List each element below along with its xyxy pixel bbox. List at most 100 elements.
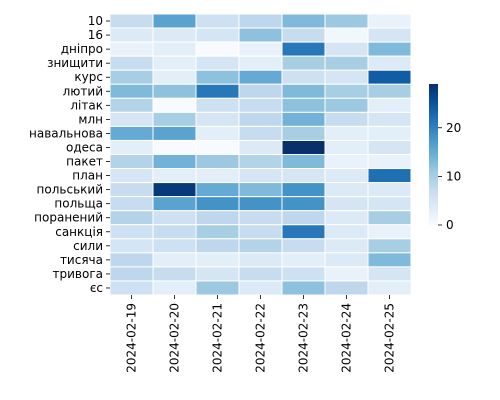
heatmap-cell: [367, 210, 412, 226]
heatmap-cell: [152, 125, 197, 141]
heatmap-cell: [195, 182, 240, 198]
heatmap-cell: [109, 13, 154, 29]
heatmap-cell: [238, 210, 283, 226]
y-tick-label: одеса: [66, 140, 103, 154]
x-tick-label: 2024-02-21: [211, 303, 225, 373]
heatmap-cell: [109, 196, 154, 212]
heatmap-cell: [195, 13, 240, 29]
heatmap-cell: [324, 196, 369, 212]
y-tick-label: тривога: [53, 267, 103, 281]
x-tick-label: 2024-02-22: [254, 303, 268, 373]
y-tick-label: млн: [78, 112, 103, 126]
heatmap-cell: [281, 182, 326, 198]
heatmap-cell: [152, 252, 197, 268]
y-tick-label: курс: [74, 70, 103, 84]
heatmap-cell: [195, 266, 240, 282]
heatmap-cell: [281, 154, 326, 170]
heatmap-cell: [238, 182, 283, 198]
heatmap-cell: [324, 168, 369, 184]
heatmap-cell: [367, 139, 412, 155]
heatmap-cell: [324, 280, 369, 296]
x-tick-label: 2024-02-23: [297, 303, 311, 373]
y-axis: 1016дніпрознищитикурслютийлітакмлннаваль…: [29, 14, 110, 295]
heatmap-cell: [195, 41, 240, 57]
x-tick-label: 2024-02-25: [383, 303, 397, 373]
y-tick-label: знищити: [47, 56, 103, 70]
y-tick-label: сили: [73, 239, 103, 253]
heatmap-cell: [238, 97, 283, 113]
heatmap-cell: [238, 224, 283, 240]
heatmap-cell: [109, 280, 154, 296]
heatmap-cell: [238, 266, 283, 282]
heatmap-cell: [109, 224, 154, 240]
heatmap-cell: [324, 125, 369, 141]
heatmap-cell: [152, 139, 197, 155]
heatmap-cell: [324, 238, 369, 254]
heatmap-cell: [109, 238, 154, 254]
heatmap-cell: [367, 196, 412, 212]
heatmap-cell: [152, 83, 197, 99]
y-tick-label: 10: [88, 14, 103, 28]
heatmap-cell: [281, 168, 326, 184]
heatmap-cell: [152, 27, 197, 43]
heatmap-cell: [367, 280, 412, 296]
heatmap-cell: [367, 97, 412, 113]
heatmap-cell: [324, 83, 369, 99]
heatmap-cell: [281, 41, 326, 57]
heatmap-cell: [281, 97, 326, 113]
heatmap-cell: [324, 41, 369, 57]
heatmap-cell: [109, 252, 154, 268]
heatmap-cell: [324, 97, 369, 113]
heatmap-cell: [109, 168, 154, 184]
heatmap-cell: [324, 27, 369, 43]
y-tick-label: навальнова: [29, 126, 103, 140]
y-tick-label: санкція: [55, 225, 103, 239]
heatmap-cell: [281, 69, 326, 85]
x-tick-label: 2024-02-19: [125, 303, 139, 373]
heatmap-cell: [281, 252, 326, 268]
heatmap-cell: [367, 224, 412, 240]
heatmap-cell: [152, 111, 197, 127]
y-tick-label: літак: [70, 98, 103, 112]
heatmap-cell: [238, 280, 283, 296]
heatmap-cell: [238, 111, 283, 127]
heatmap-cell: [195, 224, 240, 240]
heatmap-cell: [238, 13, 283, 29]
heatmap-cell: [152, 168, 197, 184]
heatmap-cell: [324, 210, 369, 226]
heatmap-cell: [109, 55, 154, 71]
y-tick-label: єс: [90, 281, 103, 295]
heatmap-cell: [195, 168, 240, 184]
heatmap-cell: [195, 196, 240, 212]
heatmap-cell: [324, 182, 369, 198]
heatmap-cell: [109, 182, 154, 198]
heatmap-cell: [238, 27, 283, 43]
heatmap-cell: [152, 224, 197, 240]
heatmap-cell: [109, 69, 154, 85]
heatmap-cell: [238, 55, 283, 71]
heatmap-cell: [238, 83, 283, 99]
heatmap-cell: [238, 69, 283, 85]
heatmap-cell: [109, 139, 154, 155]
heatmap-cell: [281, 210, 326, 226]
heatmap-cell: [109, 83, 154, 99]
heatmap-cell: [281, 224, 326, 240]
y-tick-label: пакет: [66, 155, 103, 169]
heatmap-cell: [195, 280, 240, 296]
heatmap-cell: [152, 97, 197, 113]
heatmap-cell: [324, 252, 369, 268]
heatmap-cell: [281, 55, 326, 71]
heatmap-cell: [367, 69, 412, 85]
heatmap-cell: [367, 111, 412, 127]
heatmap-cell: [152, 182, 197, 198]
heatmap-cell: [324, 266, 369, 282]
heatmap-cell: [152, 69, 197, 85]
heatmap-cell: [238, 139, 283, 155]
heatmap-cell: [238, 238, 283, 254]
y-tick-label: польща: [54, 197, 103, 211]
colorbar-tick-label: 10: [446, 169, 461, 183]
y-tick-label: план: [72, 169, 103, 183]
heatmap-cell: [152, 196, 197, 212]
heatmap-cell: [281, 238, 326, 254]
